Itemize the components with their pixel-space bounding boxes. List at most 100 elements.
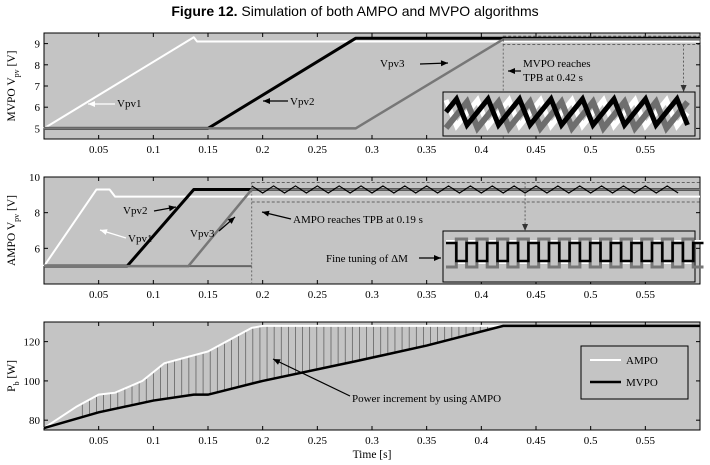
x-tick-label: 0.45 <box>526 289 546 301</box>
y-tick-label: 120 <box>24 337 41 349</box>
label-mvpo-tpb: TPB at 0.42 s <box>523 72 583 84</box>
label-fine-tuning: Fine tuning of ΔM <box>326 253 408 265</box>
x-tick-label: 0.2 <box>256 144 270 156</box>
x-tick-label: 0.35 <box>417 435 437 447</box>
y-tick-label: 7 <box>35 81 41 93</box>
x-tick-label: 0.35 <box>417 144 437 156</box>
label-vpv2: Vpv2 <box>290 96 314 108</box>
x-tick-label: 0.55 <box>636 144 656 156</box>
y-axis-label-sub: pv <box>12 69 21 77</box>
legend-box <box>580 345 689 400</box>
x-tick-label: 0.45 <box>526 144 546 156</box>
x-tick-label: 0.15 <box>198 289 218 301</box>
label-vpv1: Vpv1 <box>128 233 152 245</box>
arrow-head <box>522 224 529 231</box>
x-tick-label: 0.3 <box>365 435 379 447</box>
x-tick-label: 0.25 <box>308 289 328 301</box>
x-tick-label: 0.3 <box>365 144 379 156</box>
y-tick-label: 9 <box>35 39 41 51</box>
y-tick-label: 8 <box>35 208 41 220</box>
x-tick-label: 0.15 <box>198 435 218 447</box>
x-tick-label: 0.55 <box>636 435 656 447</box>
series-line-vpv1 <box>43 188 700 267</box>
legend: AMPO MVPO <box>580 345 689 400</box>
arrow-head <box>262 210 270 217</box>
x-tick-label: 0.05 <box>89 289 109 301</box>
series-line-mvpo <box>43 324 700 430</box>
label-vpv2: Vpv2 <box>123 205 147 217</box>
x-tick-label: 0.3 <box>365 289 379 301</box>
x-tick-label: 0.25 <box>308 435 328 447</box>
series-line-vpv1 <box>43 36 700 130</box>
inset-vpv2 <box>444 94 690 130</box>
y-axis-label-sub: b <box>12 381 21 385</box>
inset-vpv3 <box>446 237 704 269</box>
y-axis-label-main: P <box>6 385 18 391</box>
x-tick-label: 0.5 <box>584 435 598 447</box>
y-axis-label: AMPO Vpv [V] <box>6 195 21 266</box>
mvpo-panel: 0.05 0.1 0.15 0.2 0.25 0.3 0.35 0.4 0.45 0.5 0.55 5… <box>6 32 701 156</box>
x-tick-label: 0.35 <box>417 289 437 301</box>
arrow-head <box>273 359 281 365</box>
arrow-head <box>227 217 235 224</box>
x-tick-label: 0.25 <box>308 144 328 156</box>
inset-vpv2 <box>446 241 704 263</box>
x-tick-label: 0.4 <box>474 289 488 301</box>
label-vpv3: Vpv3 <box>380 58 405 70</box>
y-tick-label: 80 <box>29 415 41 427</box>
arrow-head <box>680 85 687 92</box>
figure-title: Figure 12. Simulation of both AMPO and M… <box>171 3 538 19</box>
legend-label-ampo: AMPO <box>626 355 658 367</box>
y-tick-label: 10 <box>29 172 41 184</box>
y-tick-label: 5 <box>35 123 41 135</box>
arrow-head <box>434 255 441 261</box>
y-axis-label-sub: pv <box>12 214 21 222</box>
y-tick-label: 6 <box>35 243 41 255</box>
ampo-oscillation <box>251 185 679 194</box>
y-tick-label: 100 <box>24 376 41 388</box>
figure-title-text: Simulation of both AMPO and MVPO algorit… <box>238 3 539 19</box>
x-axis-label: Time [s] <box>353 449 392 461</box>
label-vpv1: Vpv1 <box>117 98 141 110</box>
arrow-head <box>88 101 95 107</box>
x-tick-label: 0.45 <box>526 435 546 447</box>
series-line-vpv3 <box>44 38 700 130</box>
steady-state-zone <box>502 35 701 46</box>
ampo-panel: 0.05 0.1 0.15 0.2 0.25 0.3 0.35 0.4 0.45 0.5 0.55 6… <box>6 172 704 301</box>
series-line-ampo <box>43 324 700 429</box>
arrow-head <box>263 98 270 104</box>
y-axis-label-main: AMPO V <box>6 221 18 266</box>
y-tick-label: 8 <box>35 60 41 72</box>
x-tick-label: 0.2 <box>256 289 270 301</box>
label-ampo-reaches: AMPO reaches TPB at 0.19 s <box>293 214 423 226</box>
power-panel: 0.05 0.1 0.15 0.2 0.25 0.3 0.35 0.4 0.45 0.5 0.55 8… <box>6 321 701 461</box>
arrow-head <box>508 68 515 74</box>
x-tick-label: 0.1 <box>146 144 160 156</box>
y-axis-label-main: MVPO V <box>6 77 18 122</box>
x-tick-label: 0.1 <box>146 289 160 301</box>
y-axis-label-unit: [V] <box>6 195 18 214</box>
x-tick-label: 0.05 <box>89 144 109 156</box>
x-tick-label: 0.55 <box>636 289 656 301</box>
x-tick-label: 0.05 <box>89 435 109 447</box>
arrow-head <box>100 229 108 235</box>
x-tick-label: 0.4 <box>474 144 488 156</box>
x-tick-label: 0.4 <box>474 435 488 447</box>
x-tick-label: 0.5 <box>584 289 598 301</box>
label-mvpo-reaches: MVPO reaches <box>523 58 591 70</box>
x-tick-label: 0.5 <box>584 144 598 156</box>
figure-title-label: Figure 12. <box>171 3 237 19</box>
label-vpv3: Vpv3 <box>190 228 215 240</box>
inset-vpv1 <box>446 240 704 264</box>
y-axis-label-unit: [V] <box>6 50 18 69</box>
y-axis-label: Pb [W] <box>6 360 21 392</box>
label-power-increment: Power increment by using AMPO <box>352 393 501 405</box>
y-axis-label: MVPO Vpv [V] <box>6 50 21 121</box>
arrow-line <box>272 358 351 397</box>
y-axis-label-unit: [W] <box>6 360 18 381</box>
x-tick-label: 0.15 <box>198 144 218 156</box>
x-tick-label: 0.2 <box>256 435 270 447</box>
x-tick-label: 0.1 <box>146 435 160 447</box>
arrow-head <box>168 205 176 212</box>
